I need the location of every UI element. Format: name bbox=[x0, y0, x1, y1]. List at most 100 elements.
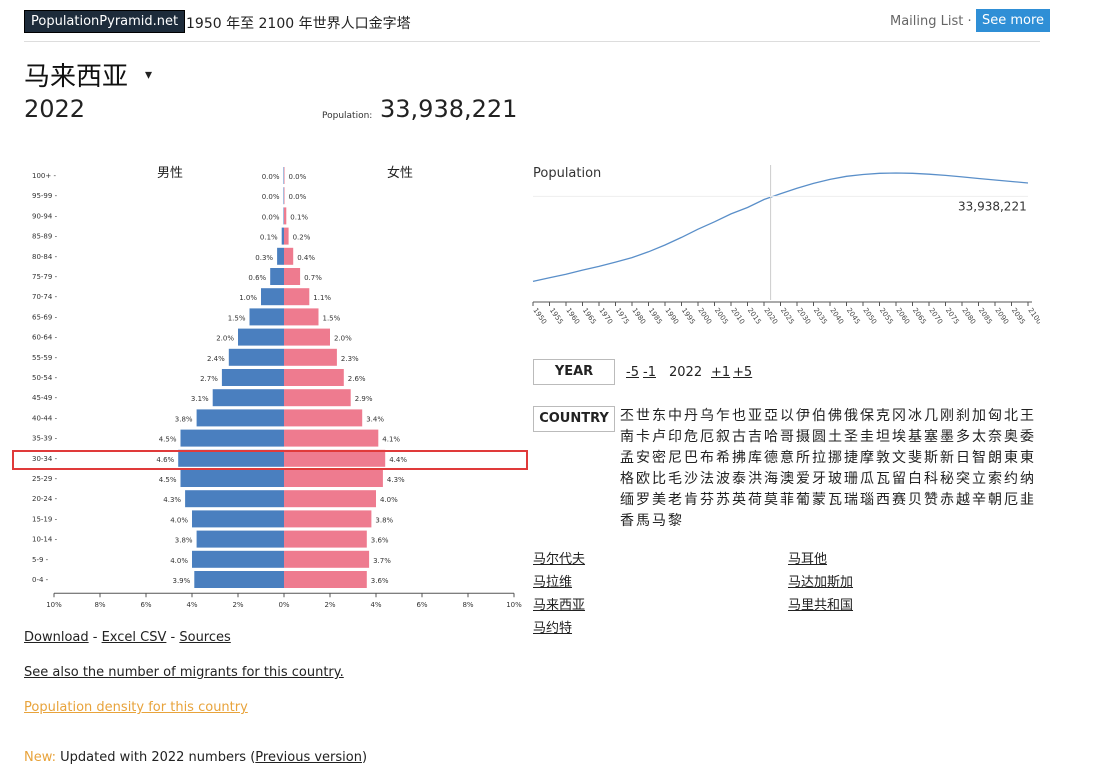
country-letter-link[interactable]: 圣 bbox=[844, 429, 859, 445]
country-letter-link[interactable]: 古 bbox=[732, 429, 747, 445]
country-letter-link[interactable]: 索 bbox=[988, 471, 1003, 487]
country-link[interactable]: 马耳他 bbox=[788, 552, 828, 567]
country-letter-link[interactable]: 荷 bbox=[748, 492, 763, 508]
country-letter-link[interactable]: 圭 bbox=[860, 429, 875, 445]
country-letter-link[interactable]: 意 bbox=[780, 450, 795, 466]
country-link[interactable]: 马拉维 bbox=[533, 575, 573, 590]
country-letter-link[interactable]: 辛 bbox=[972, 492, 987, 508]
country-letter-link[interactable]: 拉 bbox=[812, 450, 827, 466]
country-letter-link[interactable]: 安 bbox=[636, 450, 651, 466]
country-letter-link[interactable]: 老 bbox=[668, 492, 683, 508]
country-letter-link[interactable]: 毛 bbox=[668, 471, 683, 487]
country-letter-link[interactable]: 奥 bbox=[1004, 429, 1019, 445]
country-letter-link[interactable]: 太 bbox=[972, 429, 987, 445]
year-plus-5[interactable]: +5 bbox=[733, 365, 753, 380]
country-link[interactable]: 马达加斯加 bbox=[788, 575, 854, 590]
country-letter-link[interactable]: 塞 bbox=[924, 429, 939, 445]
country-letter-link[interactable]: 美 bbox=[652, 492, 667, 508]
country-letter-link[interactable]: 肯 bbox=[684, 492, 699, 508]
country-letter-link[interactable]: 危 bbox=[684, 429, 699, 445]
country-letter-link[interactable]: 沙 bbox=[684, 471, 699, 487]
country-letter-link[interactable]: 约 bbox=[1004, 471, 1019, 487]
country-letter-link[interactable]: 蒙 bbox=[812, 492, 827, 508]
site-logo[interactable]: PopulationPyramid.net bbox=[24, 10, 186, 33]
country-letter-link[interactable]: 吉 bbox=[748, 429, 763, 445]
country-letter-link[interactable]: 挪 bbox=[828, 450, 843, 466]
country-letter-link[interactable]: 斐 bbox=[908, 450, 923, 466]
country-letter-link[interactable]: 德 bbox=[764, 450, 779, 466]
download-link[interactable]: Download bbox=[24, 630, 89, 645]
country-letter-link[interactable]: 丕 bbox=[620, 408, 635, 424]
country-letter-link[interactable]: 哥 bbox=[780, 429, 795, 445]
country-letter-link[interactable]: 佛 bbox=[828, 408, 843, 424]
country-letter-link[interactable]: 贝 bbox=[908, 492, 923, 508]
country-letter-link[interactable]: 孟 bbox=[620, 450, 635, 466]
country-letter-link[interactable]: 秘 bbox=[940, 471, 955, 487]
country-letter-link[interactable]: 王 bbox=[1020, 408, 1035, 424]
country-letter-link[interactable]: 几 bbox=[924, 408, 939, 424]
country-letter-link[interactable]: 冈 bbox=[892, 408, 907, 424]
country-letter-link[interactable]: 澳 bbox=[780, 471, 795, 487]
country-link[interactable]: 马尔代夫 bbox=[533, 552, 586, 567]
country-letter-link[interactable]: 匈 bbox=[988, 408, 1003, 424]
country-letter-link[interactable]: 西 bbox=[876, 492, 891, 508]
country-letter-link[interactable]: 科 bbox=[924, 471, 939, 487]
sources-link[interactable]: Sources bbox=[179, 630, 231, 645]
country-letter-link[interactable]: 俄 bbox=[844, 408, 859, 424]
country-letter-link[interactable]: 瑞 bbox=[844, 492, 859, 508]
country-letter-link[interactable]: 叙 bbox=[716, 429, 731, 445]
chevron-down-icon[interactable]: ▾ bbox=[145, 67, 153, 83]
country-letter-link[interactable]: 瓦 bbox=[876, 471, 891, 487]
country-link[interactable]: 马里共和国 bbox=[788, 598, 854, 613]
country-letter-link[interactable]: 瓦 bbox=[828, 492, 843, 508]
country-letter-link[interactable]: 海 bbox=[764, 471, 779, 487]
country-letter-link[interactable]: 东 bbox=[652, 408, 667, 424]
country-letter-link[interactable]: 圆 bbox=[812, 429, 827, 445]
country-letter-link[interactable]: 玻 bbox=[828, 471, 843, 487]
country-letter-link[interactable]: 白 bbox=[908, 471, 923, 487]
year-plus-1[interactable]: +1 bbox=[711, 365, 731, 380]
country-letter-link[interactable]: 坦 bbox=[876, 429, 891, 445]
country-letter-link[interactable]: 希 bbox=[716, 450, 731, 466]
country-letter-link[interactable]: 也 bbox=[732, 408, 747, 424]
country-letter-link[interactable]: 越 bbox=[956, 492, 971, 508]
country-letter-link[interactable]: 瑙 bbox=[860, 492, 875, 508]
country-link[interactable]: 马来西亚 bbox=[533, 598, 586, 613]
density-link[interactable]: Population density for this country bbox=[24, 700, 248, 715]
country-link[interactable]: 马约特 bbox=[533, 621, 573, 636]
country-letter-link[interactable]: 北 bbox=[1004, 408, 1019, 424]
country-letter-link[interactable]: 葡 bbox=[796, 492, 811, 508]
country-letter-link[interactable]: 伯 bbox=[812, 408, 827, 424]
country-letter-link[interactable]: 韭 bbox=[1020, 492, 1035, 508]
country-letter-link[interactable]: 丹 bbox=[684, 408, 699, 424]
country-letter-link[interactable]: 泰 bbox=[732, 471, 747, 487]
country-letter-link[interactable]: 所 bbox=[796, 450, 811, 466]
mailing-list-link[interactable]: Mailing List · bbox=[890, 14, 972, 29]
country-letter-link[interactable]: 土 bbox=[828, 429, 843, 445]
country-letter-link[interactable]: 乌 bbox=[700, 408, 715, 424]
country-letter-link[interactable]: 英 bbox=[732, 492, 747, 508]
country-letter-link[interactable]: 摄 bbox=[796, 429, 811, 445]
country-letter-link[interactable]: 委 bbox=[1020, 429, 1035, 445]
country-button[interactable]: COUNTRY bbox=[533, 406, 615, 432]
previous-version-link[interactable]: Previous version bbox=[255, 750, 362, 765]
year-minus-1[interactable]: -1 bbox=[643, 365, 656, 380]
country-letter-link[interactable]: 冰 bbox=[908, 408, 923, 424]
country-letter-link[interactable]: 卡 bbox=[636, 429, 651, 445]
country-letter-link[interactable]: 亞 bbox=[764, 408, 779, 424]
country-letter-link[interactable]: 伊 bbox=[796, 408, 811, 424]
country-letter-link[interactable]: 莫 bbox=[764, 492, 779, 508]
country-letter-link[interactable]: 刚 bbox=[940, 408, 955, 424]
see-more-button[interactable]: See more bbox=[976, 9, 1051, 32]
country-letter-link[interactable]: 法 bbox=[700, 471, 715, 487]
country-letter-link[interactable]: 比 bbox=[652, 471, 667, 487]
country-letter-link[interactable]: 朝 bbox=[988, 492, 1003, 508]
country-letter-link[interactable]: 奈 bbox=[988, 429, 1003, 445]
country-letter-link[interactable]: 智 bbox=[972, 450, 987, 466]
country-letter-link[interactable]: 摩 bbox=[860, 450, 875, 466]
country-letter-link[interactable]: 刹 bbox=[956, 408, 971, 424]
country-letter-link[interactable]: 布 bbox=[700, 450, 715, 466]
country-letter-link[interactable]: 芬 bbox=[700, 492, 715, 508]
country-letter-link[interactable]: 库 bbox=[748, 450, 763, 466]
country-letter-link[interactable]: 乍 bbox=[716, 408, 731, 424]
